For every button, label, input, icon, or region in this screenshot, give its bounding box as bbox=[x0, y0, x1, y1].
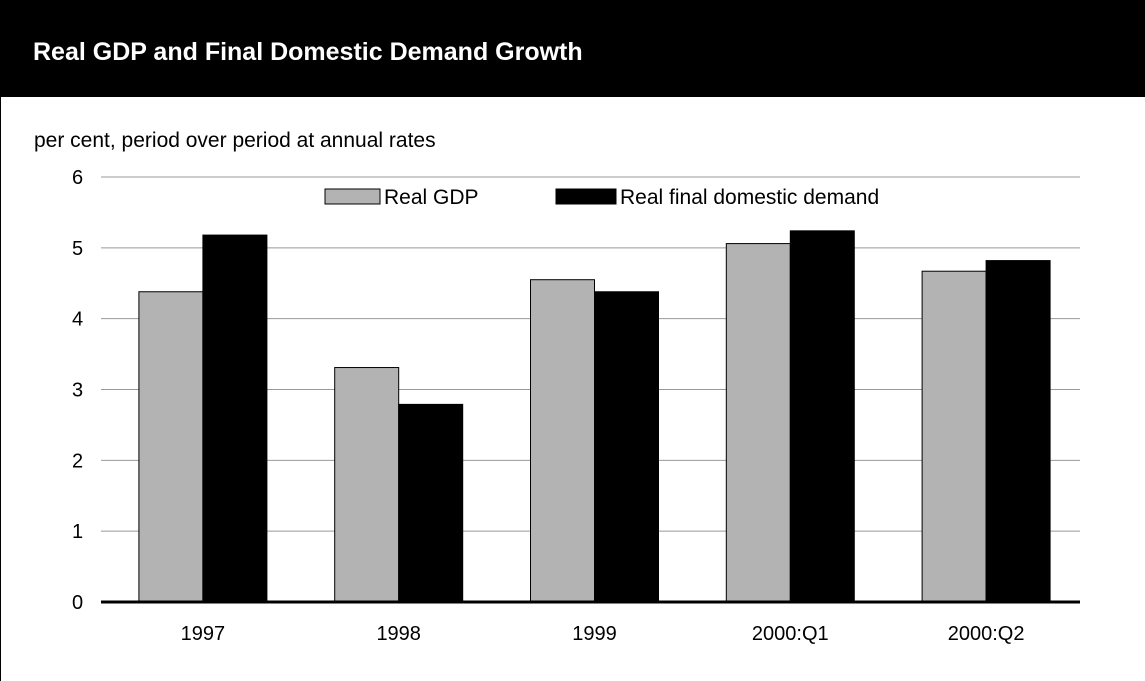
x-tick-label: 1997 bbox=[181, 623, 226, 645]
bar-real-final-domestic-demand bbox=[789, 230, 855, 603]
bar-real-final-domestic-demand bbox=[594, 291, 659, 603]
bar-real-final-domestic-demand bbox=[398, 403, 464, 603]
x-tick-label: 2000:Q2 bbox=[948, 623, 1025, 645]
x-tick-label: 1999 bbox=[572, 623, 617, 645]
legend-swatch bbox=[324, 188, 381, 205]
bar-real-gdp bbox=[530, 279, 595, 603]
bar-real-gdp bbox=[138, 291, 204, 603]
y-tick-label: 3 bbox=[72, 380, 83, 402]
title-bar: Real GDP and Final Domestic Demand Growt… bbox=[1, 0, 1145, 97]
y-axis-label: per cent, period over period at annual r… bbox=[34, 129, 436, 152]
bar-real-final-domestic-demand bbox=[985, 260, 1051, 603]
y-tick-label: 6 bbox=[72, 167, 83, 189]
bar-real-gdp bbox=[921, 270, 987, 603]
y-tick-label: 5 bbox=[72, 238, 83, 260]
y-tick-label: 0 bbox=[72, 592, 83, 614]
y-tick-label: 4 bbox=[72, 309, 83, 331]
bar-real-final-domestic-demand bbox=[202, 234, 268, 603]
x-tick-label: 2000:Q1 bbox=[752, 623, 829, 645]
legend-swatch bbox=[555, 188, 617, 205]
x-tick-label: 1998 bbox=[376, 623, 421, 645]
y-tick-label: 1 bbox=[72, 521, 83, 543]
chart-title: Real GDP and Final Domestic Demand Growt… bbox=[33, 38, 583, 66]
legend-label: Real GDP bbox=[384, 186, 479, 209]
y-tick-label: 2 bbox=[72, 450, 83, 472]
bar-real-gdp bbox=[725, 243, 791, 603]
bar-real-gdp bbox=[334, 367, 400, 603]
legend-label: Real final domestic demand bbox=[620, 186, 879, 209]
